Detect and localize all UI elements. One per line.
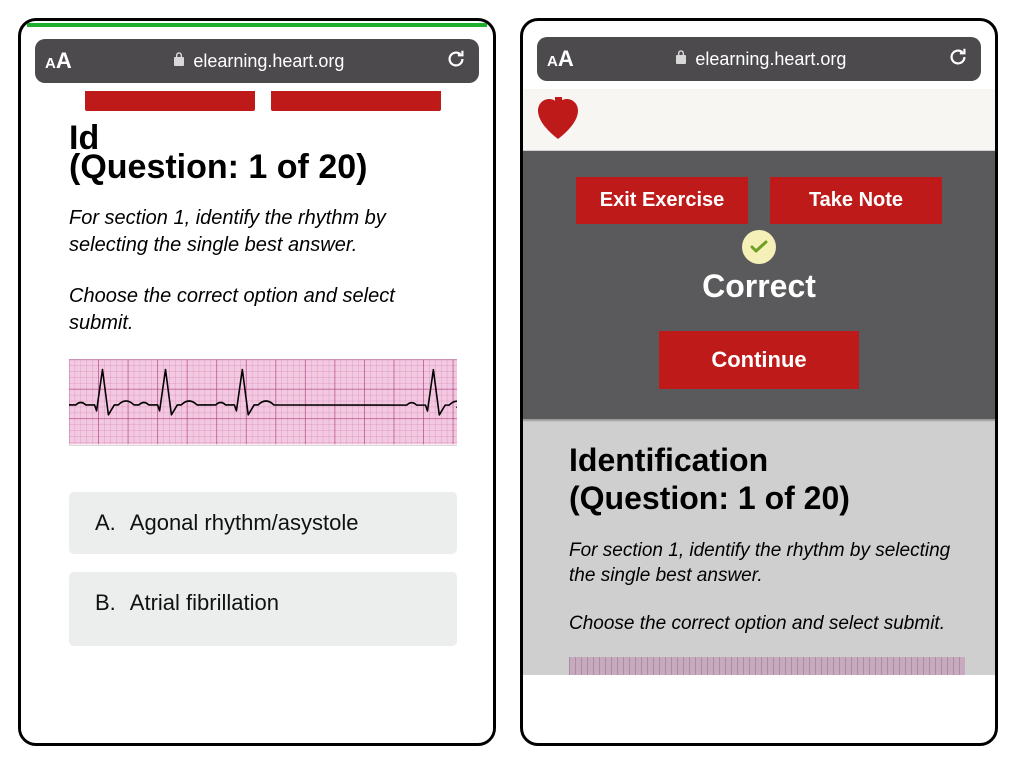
ecg-strip-partial — [569, 657, 965, 675]
loading-bar — [27, 23, 487, 27]
instructions-2: Choose the correct option and select sub… — [569, 611, 965, 637]
answer-option-b[interactable]: B. Atrial fibrillation — [69, 572, 457, 646]
option-letter: A. — [95, 510, 116, 536]
heart-logo-icon — [537, 97, 579, 143]
feedback-heading: Correct — [541, 268, 977, 305]
question-counter: (Question: 1 of 20) — [69, 148, 457, 187]
feedback-overlay: Exit Exercise Take Note Correct Continue — [523, 151, 995, 419]
phone-left: A A elearning.heart.org Id (Question: 1 … — [18, 18, 496, 746]
phone-right: A A elearning.heart.org Exit Exercise Ta… — [520, 18, 998, 746]
partial-buttons — [69, 91, 457, 111]
refresh-icon[interactable] — [947, 46, 969, 73]
text-size-control[interactable]: A A — [45, 48, 72, 74]
ecg-strip — [69, 359, 457, 445]
dimmed-quiz-content: Identification (Question: 1 of 20) For s… — [523, 419, 995, 675]
instructions-1: For section 1, identify the rhythm by se… — [569, 538, 965, 589]
text-size-control[interactable]: A A — [547, 46, 574, 72]
address-bar[interactable]: A A elearning.heart.org — [537, 37, 981, 81]
url-wrap[interactable]: elearning.heart.org — [574, 49, 947, 70]
continue-button[interactable]: Continue — [659, 331, 858, 389]
correct-check-icon — [742, 230, 776, 264]
refresh-icon[interactable] — [445, 48, 467, 75]
quiz-content: Id (Question: 1 of 20) For section 1, id… — [21, 91, 493, 741]
answer-options: A. Agonal rhythm/asystole B. Atrial fibr… — [69, 492, 457, 646]
lock-icon — [172, 51, 186, 72]
question-title: Identification — [569, 441, 965, 479]
exit-exercise-button[interactable]: Exit Exercise — [576, 177, 748, 224]
button-fragment-right[interactable] — [271, 91, 441, 111]
take-note-button[interactable]: Take Note — [770, 177, 942, 224]
url-wrap[interactable]: elearning.heart.org — [72, 51, 445, 72]
url-text: elearning.heart.org — [193, 51, 344, 72]
url-text: elearning.heart.org — [695, 49, 846, 70]
instructions-2: Choose the correct option and select sub… — [69, 283, 457, 337]
answer-option-a[interactable]: A. Agonal rhythm/asystole — [69, 492, 457, 554]
option-text: Agonal rhythm/asystole — [130, 510, 359, 536]
address-bar[interactable]: A A elearning.heart.org — [35, 39, 479, 83]
question-counter: (Question: 1 of 20) — [569, 479, 965, 517]
option-letter: B. — [95, 590, 116, 616]
lock-icon — [674, 49, 688, 70]
instructions-1: For section 1, identify the rhythm by se… — [69, 205, 457, 259]
option-text: Atrial fibrillation — [130, 590, 279, 616]
button-fragment-left[interactable] — [85, 91, 255, 111]
app-header — [523, 89, 995, 151]
